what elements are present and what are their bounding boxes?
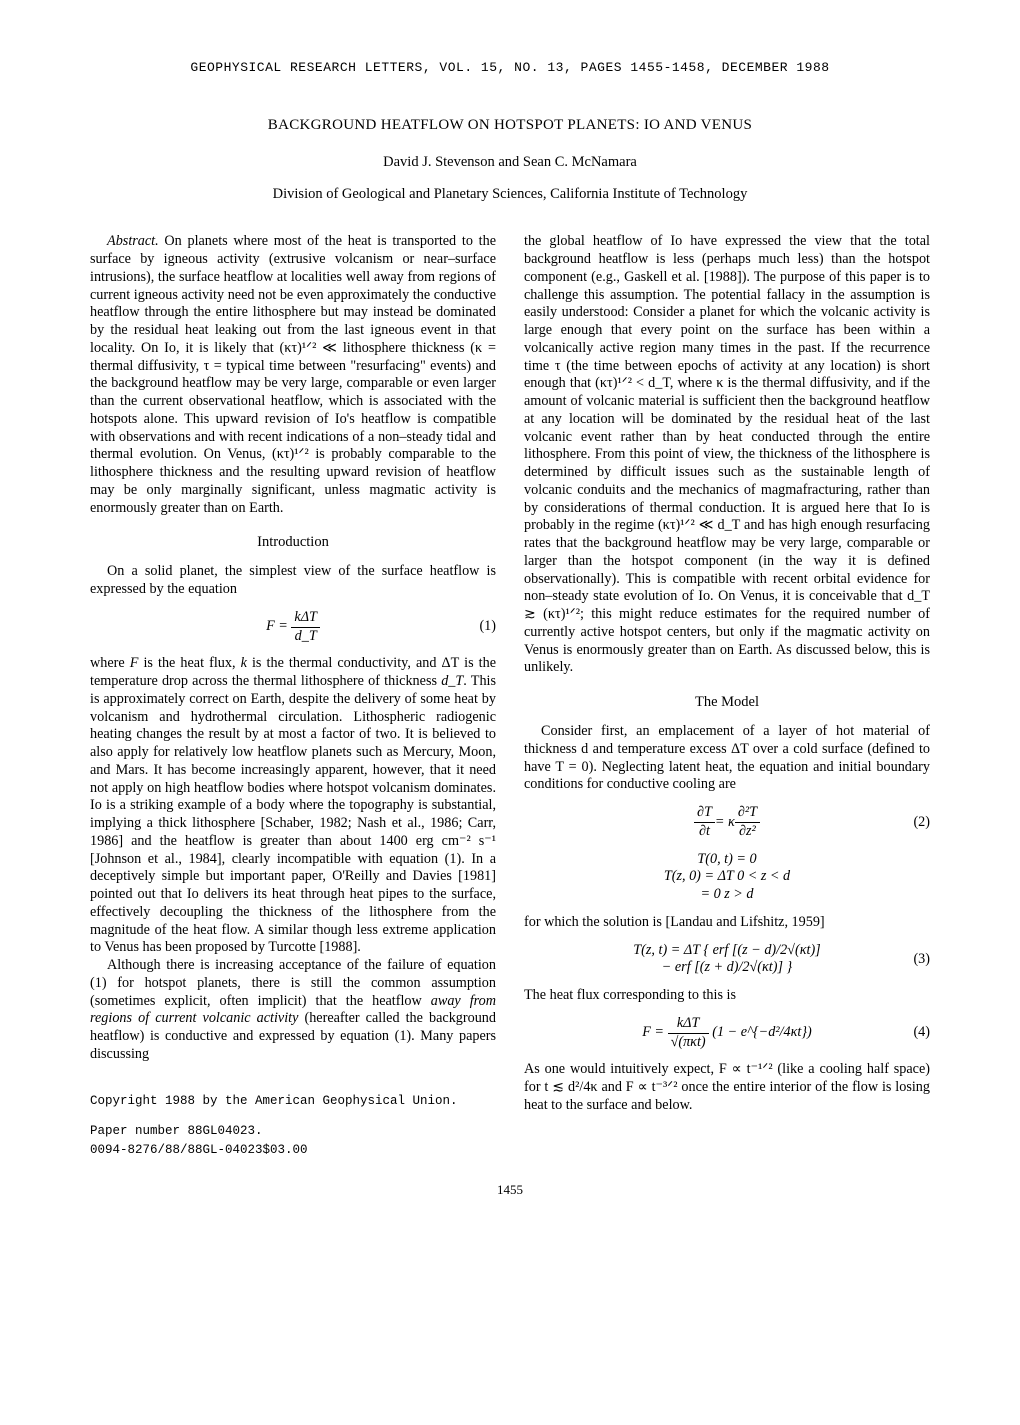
eq4-number: (4)	[913, 1024, 930, 1042]
paper-title: BACKGROUND HEATFLOW ON HOTSPOT PLANETS: …	[90, 116, 930, 135]
equation-1: F = kΔT d_T (1)	[90, 609, 496, 646]
eq4-paren: (1 − e^{−d²/4κt})	[712, 1024, 812, 1042]
equation-2: ∂T ∂t = κ ∂²T ∂z² (2)	[524, 804, 930, 841]
eq4-den: √(πκt)	[668, 1034, 709, 1052]
sym-dT: d_T	[441, 673, 463, 689]
eq2-eq: = κ	[715, 814, 735, 832]
boundary-conditions: T(0, t) = 0 T(z, 0) = ΔT 0 < z < d = 0 z…	[524, 851, 930, 904]
copyright-line-1: Copyright 1988 by the American Geophysic…	[90, 1092, 496, 1111]
tail-paragraph: As one would intuitively expect, F ∝ t⁻¹…	[524, 1061, 930, 1114]
eq2-rhs-d: ∂z²	[735, 823, 760, 841]
abstract: Abstract. On planets where most of the h…	[90, 233, 496, 517]
eq2-lhs-d: ∂t	[694, 823, 715, 841]
right-column: the global heatflow of Io have expressed…	[524, 233, 930, 1160]
intro-p1: On a solid planet, the simplest view of …	[90, 563, 496, 599]
eq3-line-1: T(z, t) = ΔT { erf [(z − d)/2√(κt)]	[633, 942, 820, 960]
equation-4: F = kΔT √(πκt) (1 − e^{−d²/4κt}) (4)	[524, 1015, 930, 1052]
equation-3: T(z, t) = ΔT { erf [(z − d)/2√(κt)] − er…	[524, 942, 930, 978]
right-p1: the global heatflow of Io have expressed…	[524, 233, 930, 677]
abstract-body: On planets where most of the heat is tra…	[90, 233, 496, 515]
issn-line: 0094-8276/88/88GL-04023$03.00	[90, 1141, 496, 1160]
paper-affiliation: Division of Geological and Planetary Sci…	[90, 185, 930, 203]
solution-intro: for which the solution is [Landau and Li…	[524, 914, 930, 932]
eq2-rhs-n: ∂²T	[735, 804, 760, 823]
eq3-number: (3)	[913, 951, 930, 969]
running-header: GEOPHYSICAL RESEARCH LETTERS, VOL. 15, N…	[90, 60, 930, 76]
intro-p2: where F is the heat flux, k is the therm…	[90, 655, 496, 957]
left-column: Abstract. On planets where most of the h…	[90, 233, 496, 1160]
eq4-lhs: F =	[642, 1024, 664, 1042]
paper-number: Paper number 88GL04023.	[90, 1122, 496, 1141]
bc-line-1: T(0, t) = 0	[524, 851, 930, 869]
section-head-introduction: Introduction	[90, 533, 496, 551]
eq2-lhs-n: ∂T	[694, 804, 715, 823]
bc-line-3: = 0 z > d	[524, 886, 930, 904]
eq1-num: kΔT	[291, 609, 320, 628]
paper-authors: David J. Stevenson and Sean C. McNamara	[90, 153, 930, 171]
eq1-lhs: F =	[266, 618, 288, 636]
section-head-model: The Model	[524, 693, 930, 711]
copyright-block: Copyright 1988 by the American Geophysic…	[90, 1092, 496, 1160]
intro-p2-b: is the heat flux,	[138, 655, 240, 671]
model-p1: Consider first, an emplacement of a laye…	[524, 723, 930, 794]
intro-p3: Although there is increasing acceptance …	[90, 957, 496, 1064]
eq1-number: (1)	[479, 618, 496, 636]
intro-p2-a: where	[90, 655, 130, 671]
eq4-num: kΔT	[668, 1015, 709, 1034]
bc-line-2: T(z, 0) = ΔT 0 < z < d	[524, 868, 930, 886]
flux-intro: The heat flux corresponding to this is	[524, 987, 930, 1005]
abstract-label: Abstract.	[107, 233, 159, 249]
intro-p2-d: . This is approximately correct on Earth…	[90, 673, 496, 955]
eq2-number: (2)	[913, 814, 930, 832]
eq1-den: d_T	[291, 628, 320, 646]
eq3-line-2: − erf [(z + d)/2√(κt)] }	[662, 959, 792, 977]
page-number: 1455	[90, 1182, 930, 1198]
